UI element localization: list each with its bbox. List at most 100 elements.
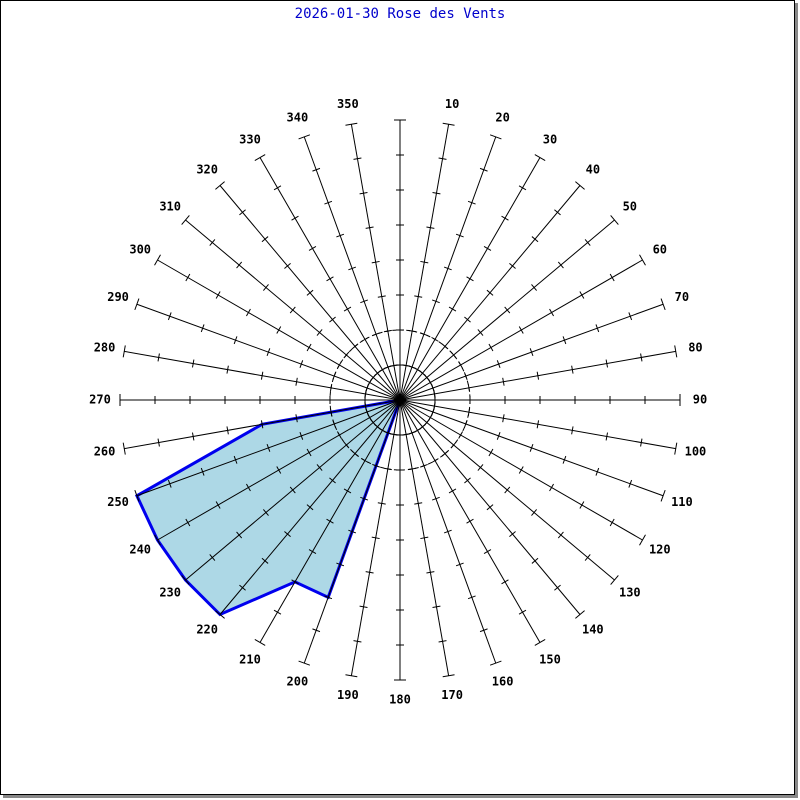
tick-mark	[501, 215, 509, 221]
tick-mark	[529, 348, 534, 357]
tick-mark	[426, 226, 435, 229]
tick-mark	[377, 502, 386, 505]
tick-mark	[496, 360, 501, 369]
tick-mark	[273, 185, 282, 191]
tick-mark	[289, 306, 296, 314]
tick-mark	[226, 426, 229, 435]
tick-mark	[628, 312, 633, 321]
tick-mark	[571, 426, 574, 435]
tick-mark	[343, 488, 352, 494]
tick-mark	[502, 377, 505, 386]
tick-mark	[336, 233, 345, 238]
tick-mark	[324, 595, 333, 600]
tick-mark	[359, 192, 368, 195]
tick-mark	[343, 306, 352, 312]
tick-mark	[167, 312, 172, 321]
tick-mark	[477, 329, 484, 336]
tick-mark	[254, 154, 266, 161]
tick-mark	[438, 157, 447, 160]
tick-mark	[489, 134, 502, 140]
tick-mark	[509, 262, 516, 269]
tick-mark	[308, 246, 317, 251]
direction-label: 40	[586, 163, 600, 177]
direction-label: 100	[685, 445, 707, 459]
tick-mark	[455, 233, 464, 238]
tick-mark	[329, 477, 336, 484]
tick-mark	[467, 595, 476, 600]
tick-mark	[518, 466, 524, 474]
tick-mark	[215, 501, 221, 509]
tick-mark	[299, 431, 304, 440]
tick-mark	[289, 486, 296, 494]
tick-mark	[674, 345, 678, 358]
tick-mark	[261, 557, 269, 564]
direction-label: 190	[337, 688, 359, 702]
direction-label: 130	[619, 585, 641, 599]
tick-mark	[233, 336, 238, 345]
direction-label: 280	[94, 340, 116, 354]
tick-mark	[660, 298, 666, 311]
tick-mark	[674, 442, 678, 455]
tick-mark	[284, 531, 291, 538]
tick-mark	[239, 584, 246, 591]
tick-mark	[486, 289, 494, 296]
tick-mark	[579, 291, 585, 299]
tick-mark	[262, 284, 269, 291]
direction-label: 320	[196, 163, 218, 177]
tick-mark	[134, 489, 140, 502]
tick-mark	[365, 226, 374, 229]
direction-label: 240	[129, 543, 151, 557]
tick-mark	[448, 306, 457, 312]
tick-mark	[488, 448, 494, 457]
tick-mark	[295, 414, 298, 423]
tick-mark	[554, 584, 561, 591]
tick-mark	[192, 432, 195, 441]
tick-mark	[291, 579, 299, 585]
plot-area: 10 20 30 40 50 60 70 80 90 100 110 120 130 140 150 160 1…	[89, 97, 707, 706]
tick-mark	[639, 254, 646, 266]
tick-mark	[316, 464, 323, 471]
tick-mark	[431, 299, 440, 304]
tick-mark	[371, 260, 380, 264]
tick-mark	[266, 443, 271, 452]
direction-label: 90	[693, 393, 707, 407]
tick-mark	[181, 575, 190, 585]
tick-mark	[575, 610, 585, 619]
tick-mark	[312, 167, 321, 172]
direction-label: 60	[653, 243, 667, 257]
tick-mark	[466, 518, 474, 524]
direction-label: 80	[688, 340, 702, 354]
tick-mark	[610, 215, 619, 225]
tick-mark	[448, 488, 457, 494]
tick-mark	[360, 496, 369, 501]
tick-mark	[420, 536, 429, 540]
tick-mark	[353, 157, 362, 160]
tick-mark	[486, 504, 494, 511]
tick-mark	[246, 308, 251, 317]
tick-mark	[610, 575, 619, 585]
tick-mark	[266, 348, 271, 357]
tick-mark	[360, 299, 369, 304]
tick-mark	[295, 377, 298, 386]
tick-mark	[479, 628, 488, 633]
direction-label: 290	[107, 290, 129, 304]
tick-mark	[348, 266, 357, 271]
direction-label: 350	[337, 97, 359, 111]
tick-mark	[640, 438, 643, 447]
tick-mark	[531, 557, 539, 564]
tick-mark	[276, 326, 282, 334]
tick-mark	[377, 295, 386, 298]
tick-mark	[562, 336, 567, 345]
tick-mark	[477, 464, 484, 471]
direction-label: 170	[441, 688, 463, 702]
tick-mark	[329, 316, 336, 323]
tick-mark	[215, 610, 225, 619]
tick-mark	[181, 215, 190, 225]
tick-mark	[464, 316, 471, 323]
tick-mark	[584, 554, 591, 561]
tick-mark	[236, 261, 243, 269]
tick-mark	[420, 260, 429, 264]
tick-mark	[316, 329, 323, 336]
tick-mark	[261, 236, 269, 243]
tick-mark	[345, 122, 358, 126]
